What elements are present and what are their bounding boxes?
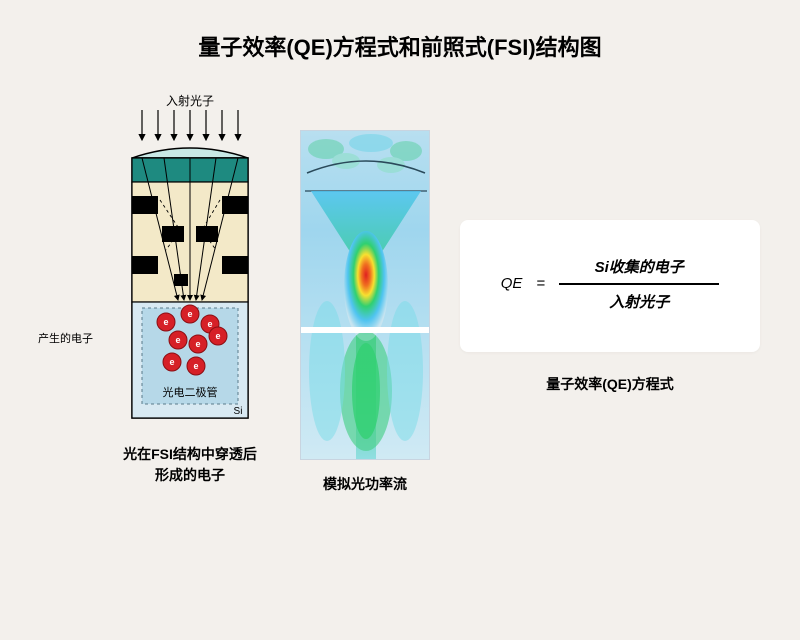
equation-fraction: Si收集的电子 入射光子 — [559, 250, 719, 318]
photon-arrows — [142, 110, 238, 140]
generated-electrons-label: 产生的电子 — [38, 330, 93, 346]
photodiode-label: 光电二极管 — [163, 385, 218, 399]
fsi-caption: 光在FSI结构中穿透后 形成的电子 — [90, 444, 290, 486]
equation-lhs: QE — [501, 275, 523, 292]
optical-power-heatmap — [300, 130, 430, 460]
silicon-label: Si — [234, 406, 243, 417]
svg-text:e: e — [187, 309, 192, 319]
equation-numerator: Si收集的电子 — [585, 250, 694, 283]
microlens — [132, 148, 248, 158]
equation-panel: QE = Si收集的电子 入射光子 量子效率(QE)方程式 — [460, 220, 760, 395]
fsi-structure-panel: 入射光子 — [90, 100, 290, 486]
incident-photon-label: 入射光子 — [90, 92, 290, 109]
svg-text:e: e — [175, 335, 180, 345]
fsi-caption-line1: 光在FSI结构中穿透后 — [123, 446, 257, 462]
svg-text:e: e — [195, 339, 200, 349]
equation-card: QE = Si收集的电子 入射光子 — [460, 220, 760, 352]
heatmap-gap — [301, 327, 429, 333]
svg-text:e: e — [169, 357, 174, 367]
svg-text:e: e — [163, 317, 168, 327]
fsi-structure-diagram: e e e e e e e e 光电二极管 Si — [120, 100, 260, 430]
page-title: 量子效率(QE)方程式和前照式(FSI)结构图 — [0, 30, 800, 62]
heatmap-panel: 模拟光功率流 — [300, 130, 430, 495]
svg-text:e: e — [207, 319, 212, 329]
svg-text:e: e — [193, 361, 198, 371]
heatmap-caption: 模拟光功率流 — [300, 474, 430, 495]
equation-equals: = — [536, 275, 545, 292]
fsi-caption-line2: 形成的电子 — [155, 467, 225, 483]
svg-text:e: e — [215, 331, 220, 341]
equation-caption: 量子效率(QE)方程式 — [460, 374, 760, 395]
equation-denominator: 入射光子 — [599, 285, 679, 318]
